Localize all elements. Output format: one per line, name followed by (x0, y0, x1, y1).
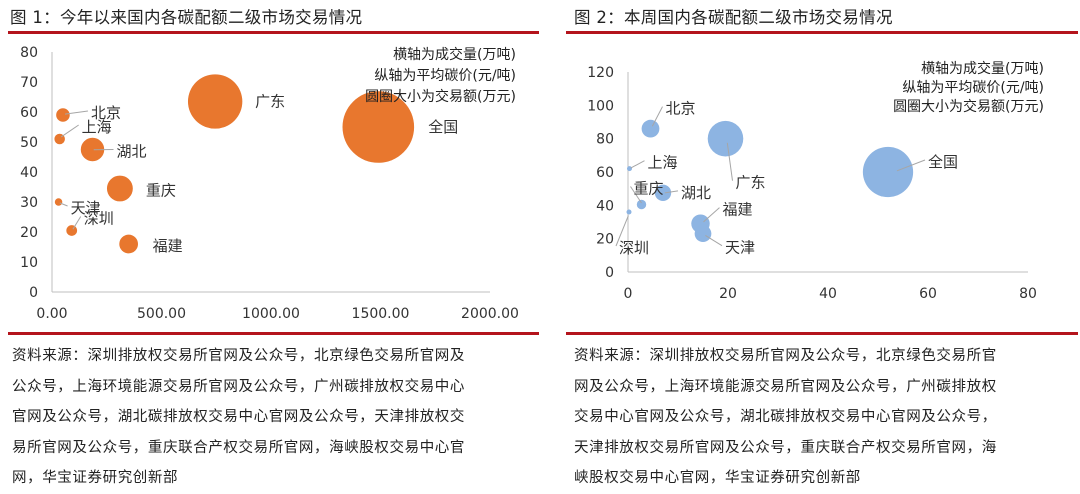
figure-title: 图 1：今年以来国内各碳配额二级市场交易情况 (10, 4, 362, 28)
y-tick-label: 0 (605, 265, 614, 281)
y-tick-label: 120 (587, 65, 614, 81)
y-tick-label: 40 (596, 198, 614, 214)
y-tick-label: 40 (20, 165, 38, 181)
x-tick-label: 80 (1019, 286, 1037, 302)
axis-annotation: 纵轴为平均碳价(元/吨) (902, 80, 1044, 96)
bubble-point (55, 198, 63, 206)
source-rule (8, 332, 539, 335)
source-line: 交易中心官网及公众号，湖北碳排放权交易中心官网及公众号， (574, 402, 997, 433)
point-label: 深圳 (619, 239, 649, 257)
bubble-point (107, 176, 133, 202)
y-tick-label: 100 (587, 98, 614, 114)
y-tick-label: 80 (596, 132, 614, 148)
bubble-point (627, 210, 632, 215)
x-tick-label: 500.00 (137, 306, 186, 322)
source-line: 易所官网及公众号，重庆联合产权交易所官网，海峡股权交易中心官 (12, 433, 465, 464)
bubble-point (642, 120, 660, 138)
point-label: 广东 (736, 174, 766, 192)
bubble-chart: 0 10 20 30 40 50 60 70 80 0.00 500.00 1000.00 1500.0… (0, 34, 540, 324)
bubble-point (637, 200, 646, 209)
axis-annotation: 圆圈大小为交易额(万元) (893, 98, 1044, 115)
x-tick-label: 2000.00 (461, 306, 519, 322)
point-label: 福建 (723, 201, 753, 219)
source-note: 资料来源：深圳排放权交易所官网及公众号，北京绿色交易所官 网及公众号，上海环境能… (574, 341, 997, 494)
figure-title: 图 2：本周国内各碳配额二级市场交易情况 (574, 4, 893, 28)
point-label: 湖北 (117, 143, 147, 161)
point-label: 重庆 (146, 182, 176, 200)
source-line: 网及公众号，上海环境能源交易所官网及公众号，广州碳排放权 (574, 372, 997, 403)
source-note: 资料来源：深圳排放权交易所官网及公众号，北京绿色交易所官网及 公众号，上海环境能… (12, 341, 465, 494)
source-line: 官网及公众号，湖北碳排放权交易中心官网及公众号，天津排放权交 (12, 402, 465, 433)
figure-2: 图 2：本周国内各碳配额二级市场交易情况 0 20 40 60 80 100 120 0 20 4… (558, 0, 1080, 491)
y-tick-label: 20 (596, 232, 614, 248)
x-tick-label: 20 (719, 286, 737, 302)
source-line: 网，华宝证券研究创新部 (12, 463, 465, 494)
x-tick-label: 40 (819, 286, 837, 302)
bubble-point (708, 121, 744, 157)
point-label: 全国 (428, 118, 458, 136)
figure-1: 图 1：今年以来国内各碳配额二级市场交易情况 0 10 20 30 40 50 60 70 80… (0, 0, 540, 491)
axis-annotation: 圆圈大小为交易额(万元) (365, 88, 516, 105)
y-tick-label: 0 (29, 285, 38, 301)
point-label: 上海 (82, 118, 112, 136)
y-tick-label: 70 (20, 75, 38, 91)
source-line: 公众号，上海环境能源交易所官网及公众号，广州碳排放权交易中心 (12, 372, 465, 403)
point-label: 天津 (725, 239, 755, 257)
source-rule (566, 332, 1078, 335)
leader-line (61, 125, 79, 137)
bubble-point (627, 166, 632, 171)
bubble-point (66, 225, 77, 236)
axis-annotation: 横轴为成交量(万吨) (921, 60, 1044, 77)
axis-annotation: 纵轴为平均碳价(元/吨) (374, 68, 516, 84)
leader-line (73, 217, 81, 230)
x-tick-label: 1500.00 (352, 306, 410, 322)
leader-line (704, 208, 720, 222)
point-label: 重庆 (634, 180, 664, 198)
leader-line (631, 161, 645, 168)
point-label: 广东 (255, 93, 285, 111)
y-tick-label: 80 (20, 45, 38, 61)
bubble-point (56, 108, 70, 122)
y-tick-label: 60 (20, 105, 38, 121)
bubble-point (695, 225, 712, 242)
bubble-point (863, 147, 913, 197)
x-tick-label: 0 (624, 286, 633, 302)
source-line: 资料来源：深圳排放权交易所官网及公众号，北京绿色交易所官网及 (12, 341, 465, 372)
y-tick-label: 30 (20, 195, 38, 211)
leader-line (705, 235, 722, 245)
x-tick-label: 60 (919, 286, 937, 302)
x-tick-label: 0.00 (36, 306, 67, 322)
source-line: 峡股权交易中心官网，华宝证券研究创新部 (574, 463, 997, 494)
point-label: 北京 (666, 100, 696, 118)
y-tick-label: 50 (20, 135, 38, 151)
source-line: 天津排放权交易所官网及公众号，重庆联合产权交易所官网，海 (574, 433, 997, 464)
point-label: 湖北 (681, 184, 711, 202)
axis-annotation: 横轴为成交量(万吨) (393, 46, 516, 63)
bubble-point (119, 235, 138, 254)
y-tick-label: 10 (20, 255, 38, 271)
point-label: 全国 (928, 153, 958, 171)
point-label: 上海 (648, 154, 678, 172)
y-tick-label: 60 (596, 165, 614, 181)
point-label: 福建 (153, 237, 183, 255)
bubble-point (188, 74, 242, 128)
point-label: 深圳 (84, 210, 114, 228)
bubble-chart: 0 20 40 60 80 100 120 0 20 40 60 80 北京上海重庆湖北 广东福建天津 全国… (558, 34, 1080, 324)
source-line: 资料来源：深圳排放权交易所官网及公众号，北京绿色交易所官 (574, 341, 997, 372)
y-tick-label: 20 (20, 225, 38, 241)
x-tick-label: 1000.00 (242, 306, 300, 322)
